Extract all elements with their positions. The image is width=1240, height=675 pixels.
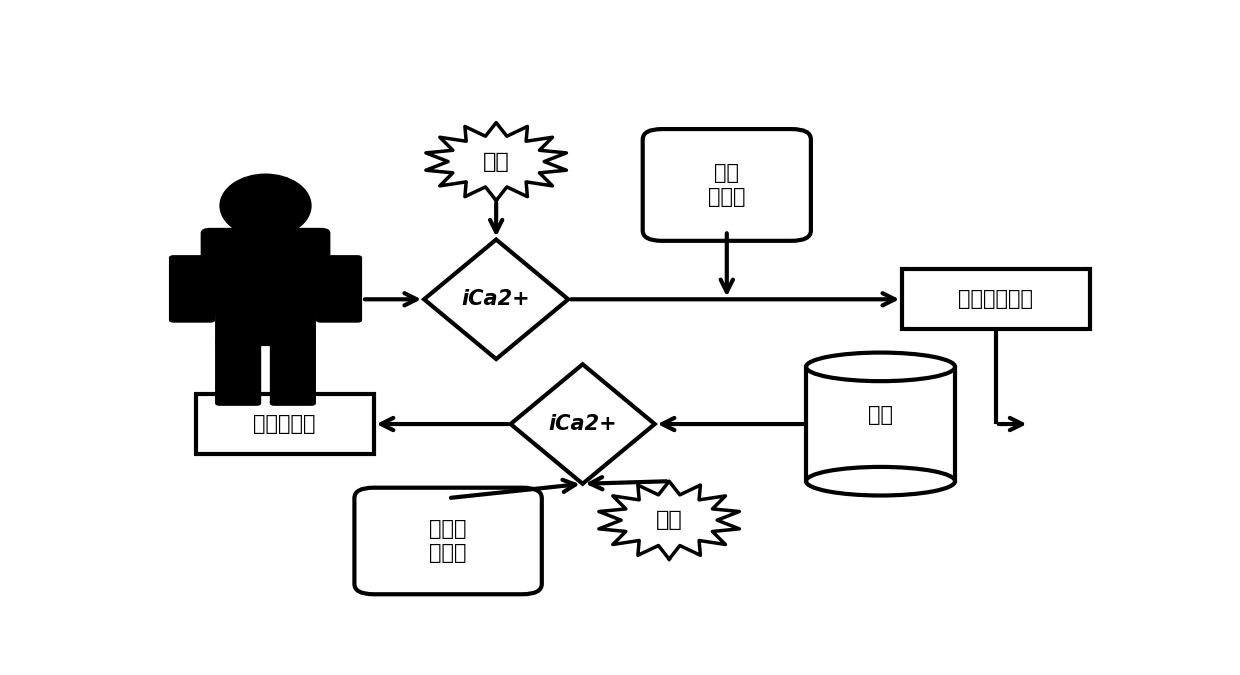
Text: 调整
葡酸馒: 调整 葡酸馒 [708,163,745,207]
FancyBboxPatch shape [642,129,811,241]
Text: 补充葡酸馒: 补充葡酸馒 [253,414,316,434]
FancyBboxPatch shape [201,228,330,314]
Text: 输注枸樼酸鎔: 输注枸樼酸鎔 [959,290,1033,309]
FancyBboxPatch shape [215,341,262,406]
FancyBboxPatch shape [355,488,542,594]
Ellipse shape [806,352,955,381]
FancyBboxPatch shape [215,310,316,346]
Ellipse shape [806,467,955,495]
FancyBboxPatch shape [196,394,373,454]
Text: 调整枸
樼酸鎔: 调整枸 樼酸鎔 [429,519,466,562]
Polygon shape [599,481,739,559]
FancyBboxPatch shape [270,341,316,406]
FancyBboxPatch shape [903,269,1090,329]
Text: 抄血: 抄血 [482,152,510,171]
Ellipse shape [219,173,311,238]
FancyBboxPatch shape [316,255,362,323]
Text: 滤器: 滤器 [868,406,893,425]
Polygon shape [425,123,567,200]
FancyBboxPatch shape [169,255,215,323]
Polygon shape [424,240,568,359]
Text: 抄血: 抄血 [656,510,682,530]
Polygon shape [511,364,655,484]
Text: iCa2+: iCa2+ [461,290,531,309]
Bar [806,367,955,481]
Text: iCa2+: iCa2+ [548,414,618,434]
